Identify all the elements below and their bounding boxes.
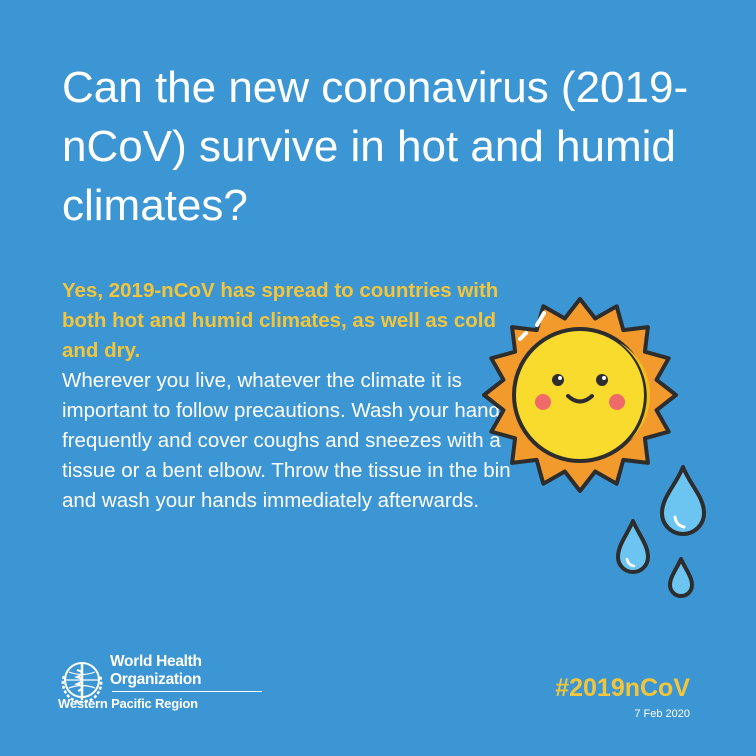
organization-name: World Health Organization	[110, 653, 202, 688]
sun-and-drops-illustration	[482, 297, 706, 598]
who-logo: World Health Organization Western Pacifi…	[56, 650, 262, 716]
logo-divider	[112, 691, 262, 692]
hashtag: #2019nCoV	[555, 674, 690, 702]
sun-icon	[482, 297, 678, 493]
organization-region: Western Pacific Region	[58, 696, 198, 711]
publish-date: 7 Feb 2020	[634, 708, 690, 720]
who-emblem-icon	[61, 662, 103, 704]
water-drop-icon	[660, 465, 706, 536]
water-drop-icon	[668, 557, 694, 598]
answer-body: Wherever you live, whatever the climate …	[62, 369, 511, 512]
answer-text: Yes, 2019-nCoV has spread to countries w…	[62, 276, 532, 516]
headline: Can the new coronavirus (2019-nCoV) surv…	[62, 63, 689, 230]
water-drop-icon	[616, 519, 650, 574]
answer-highlight: Yes, 2019-nCoV has spread to countries w…	[62, 279, 499, 362]
